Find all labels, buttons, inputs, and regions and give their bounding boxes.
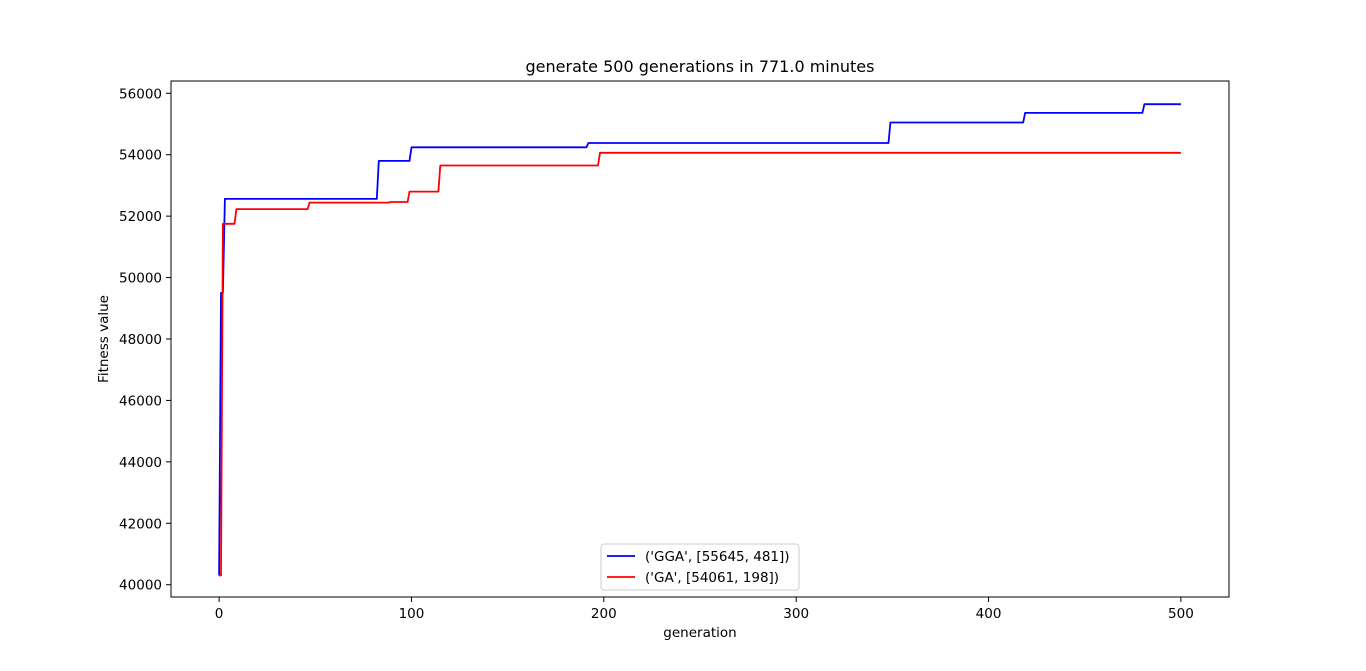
legend-label-ga: ('GA', [54061, 198]) [645,570,779,586]
series-line-ga [219,151,1181,577]
x-tick-label-200: 200 [591,606,617,622]
y-tick-label-44000: 44000 [119,455,162,471]
x-tick-label-100: 100 [399,606,425,622]
x-tick-label-400: 400 [976,606,1002,622]
y-tick-label-56000: 56000 [119,86,162,102]
y-tick-label-40000: 40000 [119,578,162,594]
y-tick-label-48000: 48000 [119,332,162,348]
x-tick-label-500: 500 [1168,606,1194,622]
y-axis-ticks: 40000 42000 44000 46000 48000 50000 52000 54000… [119,86,171,594]
y-axis-label: Fitness value [96,295,112,383]
x-tick-label-0: 0 [215,606,224,622]
y-tick-label-54000: 54000 [119,148,162,164]
x-tick-label-300: 300 [783,606,809,622]
legend-box [600,543,800,591]
series-layer [218,103,1181,577]
legend-label-gga: ('GGA', [55645, 481]) [645,549,790,565]
x-axis-ticks: 0 100 200 300 400 500 [215,597,1194,622]
series-line-gga [218,103,1181,576]
y-tick-label-50000: 50000 [119,271,162,287]
y-tick-label-52000: 52000 [119,209,162,225]
y-tick-label-42000: 42000 [119,516,162,532]
x-axis-label: generation [663,625,736,641]
plot-area-frame [170,80,1230,598]
legend: ('GGA', [55645, 481]) ('GA', [54061, 198… [600,543,800,591]
chart-title: generate 500 generations in 771.0 minute… [526,57,875,76]
y-tick-label-46000: 46000 [119,393,162,409]
